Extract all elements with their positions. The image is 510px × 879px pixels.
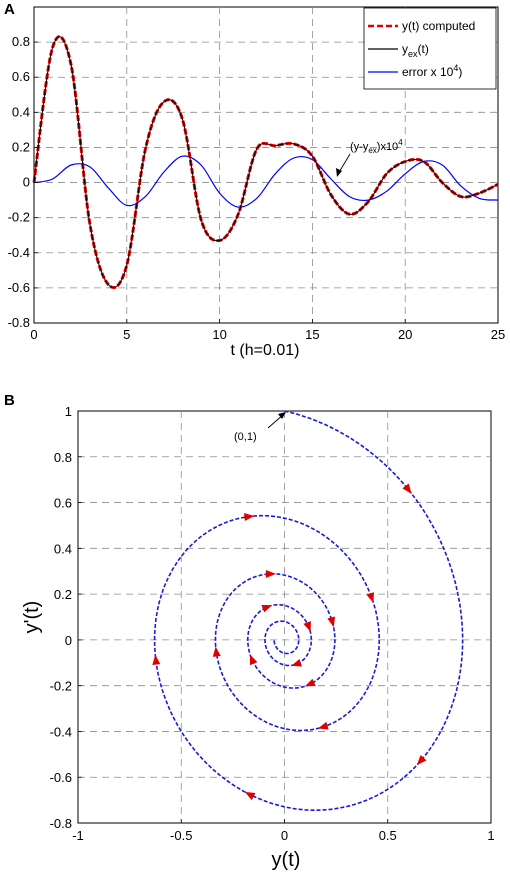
x-tick-label: -1 bbox=[72, 828, 84, 843]
y-tick-label: 0.2 bbox=[12, 139, 30, 154]
panel-b-chart: -1 -0.5 0 0.5 1 -0.8 -0.6 -0.4 -0.2 0 0.2 0.4 0.6 0.8… bbox=[21, 404, 495, 871]
direction-arrow bbox=[303, 621, 311, 632]
y-tick-label: 0.8 bbox=[54, 450, 72, 465]
panel-b-x-axis-label: y(t) bbox=[272, 849, 301, 871]
panel-b-direction-arrows bbox=[152, 483, 427, 801]
x-tick-label: -0.5 bbox=[170, 828, 192, 843]
legend-label-error: error x 104) bbox=[402, 63, 462, 79]
direction-arrow bbox=[265, 569, 276, 578]
x-tick-label: 1 bbox=[487, 828, 494, 843]
y-tick-label: -0.6 bbox=[50, 770, 72, 785]
panel-b-ticks: -1 -0.5 0 0.5 1 -0.8 -0.6 -0.4 -0.2 0 0.2 0.4 0.6 0.8… bbox=[50, 404, 495, 843]
direction-arrow bbox=[212, 646, 221, 657]
y-tick-label: 0 bbox=[23, 175, 30, 190]
x-tick-label: 5 bbox=[123, 327, 130, 342]
series-exact-line bbox=[33, 36, 499, 288]
y-tick-label: 0.6 bbox=[12, 69, 30, 84]
panel-a-legend: y(t) computed yex(t) error x 104) bbox=[363, 7, 497, 90]
legend-label-exact: yex(t) bbox=[402, 42, 429, 59]
panel-a-label: A bbox=[4, 1, 15, 18]
panel-a-series bbox=[32, 35, 499, 289]
x-tick-label: 20 bbox=[398, 327, 412, 342]
panel-a-chart: 0 5 10 15 20 25-0.8-0.6-0.4-0.200.20.40.60.8 … bbox=[8, 6, 506, 359]
panel-b-start-annotation: (0,1) bbox=[234, 412, 286, 443]
panel-a-x-axis-label: t (h=0.01) bbox=[231, 342, 300, 359]
annotation-arrow-head bbox=[336, 168, 342, 177]
direction-arrow bbox=[291, 658, 302, 667]
direction-arrow bbox=[244, 791, 256, 801]
y-tick-label: 0.6 bbox=[54, 496, 72, 511]
direction-arrow bbox=[402, 483, 412, 494]
y-tick-label: 1 bbox=[65, 404, 72, 419]
direction-arrow bbox=[416, 755, 427, 766]
annotation-error-label: (y-yex)x104 bbox=[350, 138, 403, 155]
y-tick-label: -0.8 bbox=[8, 315, 30, 330]
panel-a-ticks: 0 5 10 15 20 25 -0.8 -0.6 -0.4 -0.2 0 0.2 0.4 0.6 0.8 bbox=[8, 34, 506, 342]
y-tick-label: -0.4 bbox=[8, 245, 30, 260]
y-tick-label: -0.6 bbox=[8, 280, 30, 295]
annotation-start-arrow-head bbox=[278, 412, 286, 419]
y-tick-label: 0.8 bbox=[12, 34, 30, 49]
x-tick-label: 0.5 bbox=[379, 828, 397, 843]
panel-b-label: B bbox=[4, 392, 15, 409]
x-tick-label: 15 bbox=[305, 327, 319, 342]
y-tick-label: 0 bbox=[65, 633, 72, 648]
panel-b-series bbox=[153, 410, 464, 811]
y-tick-label: -0.4 bbox=[50, 724, 72, 739]
direction-arrow bbox=[152, 654, 161, 665]
series-error-line bbox=[33, 155, 499, 208]
x-tick-label: 0 bbox=[281, 828, 288, 843]
direction-arrow bbox=[327, 616, 336, 628]
x-tick-label: 0 bbox=[30, 327, 37, 342]
legend-label-computed: y(t) computed bbox=[402, 19, 475, 33]
direction-arrow bbox=[244, 513, 255, 522]
panel-a-error-annotation: (y-yex)x104 bbox=[336, 138, 403, 177]
direction-arrow bbox=[261, 604, 273, 613]
y-tick-label: -0.8 bbox=[50, 816, 72, 831]
y-tick-label: 0.4 bbox=[54, 541, 72, 556]
direction-arrow bbox=[304, 678, 316, 687]
y-tick-label: -0.2 bbox=[50, 679, 72, 694]
direction-arrow bbox=[317, 721, 329, 730]
direction-arrow bbox=[366, 592, 374, 603]
phase-spiral bbox=[153, 410, 464, 811]
x-tick-label: 25 bbox=[491, 327, 505, 342]
panel-b-grid bbox=[78, 411, 491, 823]
y-tick-label: 0.2 bbox=[54, 587, 72, 602]
panel-b-y-axis-label: y'(t) bbox=[21, 601, 43, 634]
annotation-start-point: (0,1) bbox=[234, 431, 257, 443]
y-tick-label: 0.4 bbox=[12, 104, 30, 119]
x-tick-label: 10 bbox=[212, 327, 226, 342]
y-tick-label: -0.2 bbox=[8, 210, 30, 225]
direction-arrow bbox=[249, 654, 258, 666]
